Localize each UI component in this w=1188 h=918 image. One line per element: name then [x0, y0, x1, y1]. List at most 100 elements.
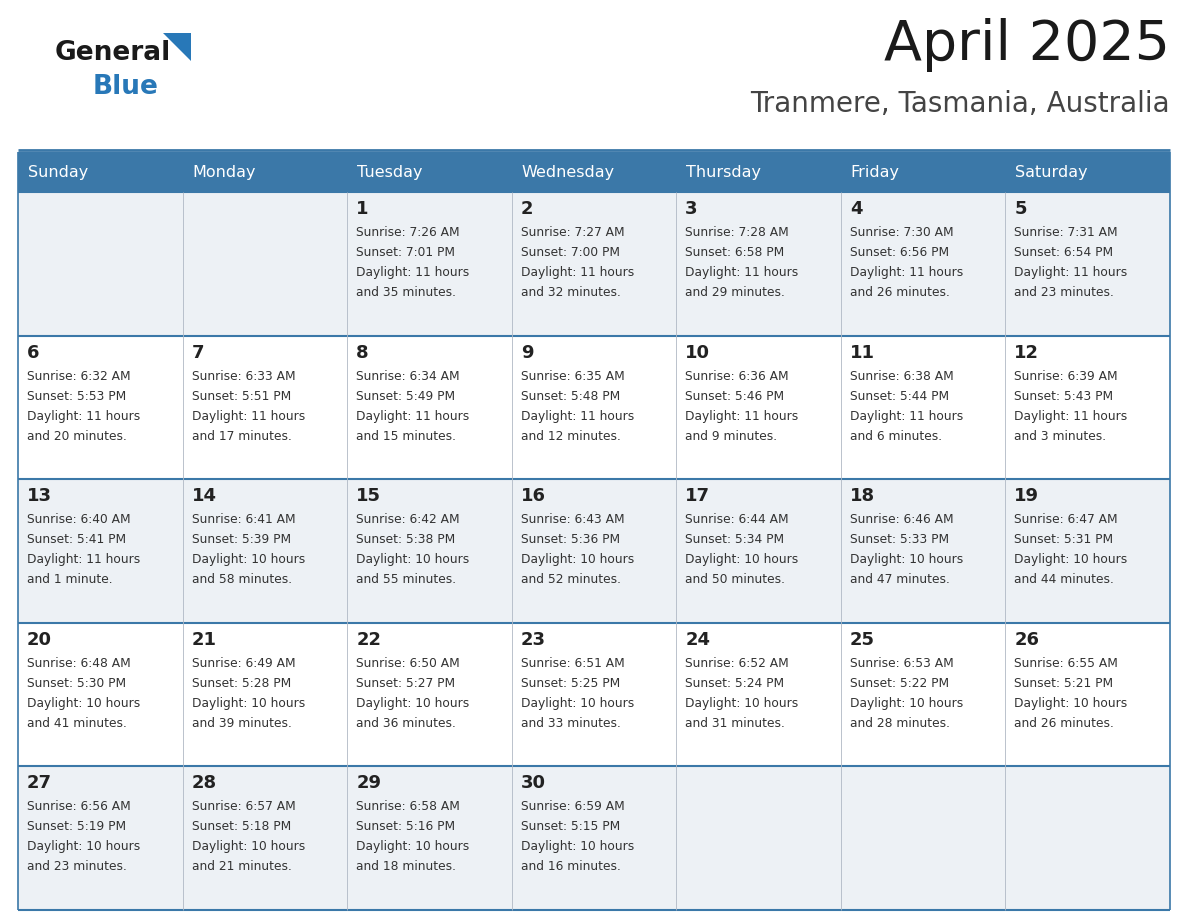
- Text: Daylight: 11 hours: Daylight: 11 hours: [520, 266, 634, 279]
- Text: Daylight: 10 hours: Daylight: 10 hours: [191, 554, 305, 566]
- Bar: [676, 622, 841, 767]
- Text: and 1 minute.: and 1 minute.: [27, 573, 113, 587]
- Bar: [347, 767, 512, 910]
- Bar: [1005, 152, 1170, 192]
- Text: Monday: Monday: [192, 164, 257, 180]
- Text: Sunset: 5:22 PM: Sunset: 5:22 PM: [849, 677, 949, 689]
- Text: 17: 17: [685, 487, 710, 505]
- Text: and 9 minutes.: and 9 minutes.: [685, 430, 777, 442]
- Text: Sunset: 5:41 PM: Sunset: 5:41 PM: [27, 533, 126, 546]
- Text: 4: 4: [849, 200, 862, 218]
- Text: Sunset: 5:46 PM: Sunset: 5:46 PM: [685, 389, 784, 403]
- Text: and 18 minutes.: and 18 minutes.: [356, 860, 456, 873]
- Text: Sunrise: 6:34 AM: Sunrise: 6:34 AM: [356, 370, 460, 383]
- Text: Sunrise: 6:58 AM: Sunrise: 6:58 AM: [356, 800, 460, 813]
- Text: Sunset: 5:51 PM: Sunset: 5:51 PM: [191, 389, 291, 403]
- Text: Sunset: 6:56 PM: Sunset: 6:56 PM: [849, 246, 949, 259]
- Text: Daylight: 11 hours: Daylight: 11 hours: [356, 409, 469, 422]
- Text: Daylight: 10 hours: Daylight: 10 hours: [356, 697, 469, 710]
- Text: 23: 23: [520, 631, 545, 649]
- Text: Sunset: 5:16 PM: Sunset: 5:16 PM: [356, 821, 455, 834]
- Text: Sunset: 5:28 PM: Sunset: 5:28 PM: [191, 677, 291, 689]
- Text: 15: 15: [356, 487, 381, 505]
- Text: Sunset: 5:38 PM: Sunset: 5:38 PM: [356, 533, 455, 546]
- Text: Sunset: 5:44 PM: Sunset: 5:44 PM: [849, 389, 949, 403]
- Bar: [347, 192, 512, 336]
- Bar: [18, 767, 183, 910]
- Text: Sunset: 5:18 PM: Sunset: 5:18 PM: [191, 821, 291, 834]
- Bar: [18, 479, 183, 622]
- Text: and 32 minutes.: and 32 minutes.: [520, 286, 620, 299]
- Text: Sunrise: 7:27 AM: Sunrise: 7:27 AM: [520, 226, 625, 239]
- Text: Blue: Blue: [93, 74, 159, 100]
- Text: Sunset: 5:27 PM: Sunset: 5:27 PM: [356, 677, 455, 689]
- Text: 21: 21: [191, 631, 216, 649]
- Text: Daylight: 10 hours: Daylight: 10 hours: [27, 840, 140, 854]
- Text: 30: 30: [520, 775, 545, 792]
- Text: Sunset: 5:33 PM: Sunset: 5:33 PM: [849, 533, 949, 546]
- Bar: [676, 767, 841, 910]
- Bar: [512, 336, 676, 479]
- Text: and 17 minutes.: and 17 minutes.: [191, 430, 291, 442]
- Bar: [347, 479, 512, 622]
- Bar: [512, 622, 676, 767]
- Text: 10: 10: [685, 343, 710, 362]
- Text: Thursday: Thursday: [687, 164, 762, 180]
- Text: 12: 12: [1015, 343, 1040, 362]
- Bar: [1005, 336, 1170, 479]
- Bar: [512, 479, 676, 622]
- Text: Sunset: 5:48 PM: Sunset: 5:48 PM: [520, 389, 620, 403]
- Text: Sunset: 5:36 PM: Sunset: 5:36 PM: [520, 533, 620, 546]
- Text: 27: 27: [27, 775, 52, 792]
- Bar: [1005, 479, 1170, 622]
- Text: 18: 18: [849, 487, 876, 505]
- Bar: [841, 192, 1005, 336]
- Text: Sunrise: 6:52 AM: Sunrise: 6:52 AM: [685, 656, 789, 670]
- Text: and 47 minutes.: and 47 minutes.: [849, 573, 949, 587]
- Text: Sunrise: 6:32 AM: Sunrise: 6:32 AM: [27, 370, 131, 383]
- Text: Daylight: 11 hours: Daylight: 11 hours: [27, 554, 140, 566]
- Text: and 15 minutes.: and 15 minutes.: [356, 430, 456, 442]
- Text: Tranmere, Tasmania, Australia: Tranmere, Tasmania, Australia: [751, 90, 1170, 118]
- Text: and 58 minutes.: and 58 minutes.: [191, 573, 292, 587]
- Text: Sunrise: 6:36 AM: Sunrise: 6:36 AM: [685, 370, 789, 383]
- Text: 28: 28: [191, 775, 216, 792]
- Text: Daylight: 11 hours: Daylight: 11 hours: [356, 266, 469, 279]
- Polygon shape: [163, 33, 191, 61]
- Text: Sunrise: 6:55 AM: Sunrise: 6:55 AM: [1015, 656, 1118, 670]
- Text: Daylight: 10 hours: Daylight: 10 hours: [191, 840, 305, 854]
- Bar: [347, 336, 512, 479]
- Text: and 52 minutes.: and 52 minutes.: [520, 573, 620, 587]
- Text: and 39 minutes.: and 39 minutes.: [191, 717, 291, 730]
- Text: Daylight: 10 hours: Daylight: 10 hours: [191, 697, 305, 710]
- Text: Sunday: Sunday: [29, 164, 88, 180]
- Text: Sunset: 6:54 PM: Sunset: 6:54 PM: [1015, 246, 1113, 259]
- Bar: [183, 336, 347, 479]
- Text: 16: 16: [520, 487, 545, 505]
- Text: Daylight: 11 hours: Daylight: 11 hours: [191, 409, 305, 422]
- Text: 3: 3: [685, 200, 697, 218]
- Text: 9: 9: [520, 343, 533, 362]
- Text: and 23 minutes.: and 23 minutes.: [1015, 286, 1114, 299]
- Text: Sunrise: 7:26 AM: Sunrise: 7:26 AM: [356, 226, 460, 239]
- Text: Sunrise: 7:30 AM: Sunrise: 7:30 AM: [849, 226, 954, 239]
- Text: and 55 minutes.: and 55 minutes.: [356, 573, 456, 587]
- Text: Daylight: 11 hours: Daylight: 11 hours: [1015, 266, 1127, 279]
- Text: and 35 minutes.: and 35 minutes.: [356, 286, 456, 299]
- Text: and 23 minutes.: and 23 minutes.: [27, 860, 127, 873]
- Text: Sunrise: 7:31 AM: Sunrise: 7:31 AM: [1015, 226, 1118, 239]
- Text: and 12 minutes.: and 12 minutes.: [520, 430, 620, 442]
- Text: Sunset: 5:34 PM: Sunset: 5:34 PM: [685, 533, 784, 546]
- Text: Daylight: 11 hours: Daylight: 11 hours: [685, 409, 798, 422]
- Bar: [841, 152, 1005, 192]
- Bar: [841, 622, 1005, 767]
- Text: Sunrise: 6:33 AM: Sunrise: 6:33 AM: [191, 370, 295, 383]
- Text: and 16 minutes.: and 16 minutes.: [520, 860, 620, 873]
- Text: Sunset: 5:31 PM: Sunset: 5:31 PM: [1015, 533, 1113, 546]
- Bar: [1005, 767, 1170, 910]
- Text: and 36 minutes.: and 36 minutes.: [356, 717, 456, 730]
- Text: Sunset: 7:00 PM: Sunset: 7:00 PM: [520, 246, 620, 259]
- Text: Daylight: 11 hours: Daylight: 11 hours: [1015, 409, 1127, 422]
- Text: Sunset: 5:39 PM: Sunset: 5:39 PM: [191, 533, 291, 546]
- Text: April 2025: April 2025: [884, 18, 1170, 72]
